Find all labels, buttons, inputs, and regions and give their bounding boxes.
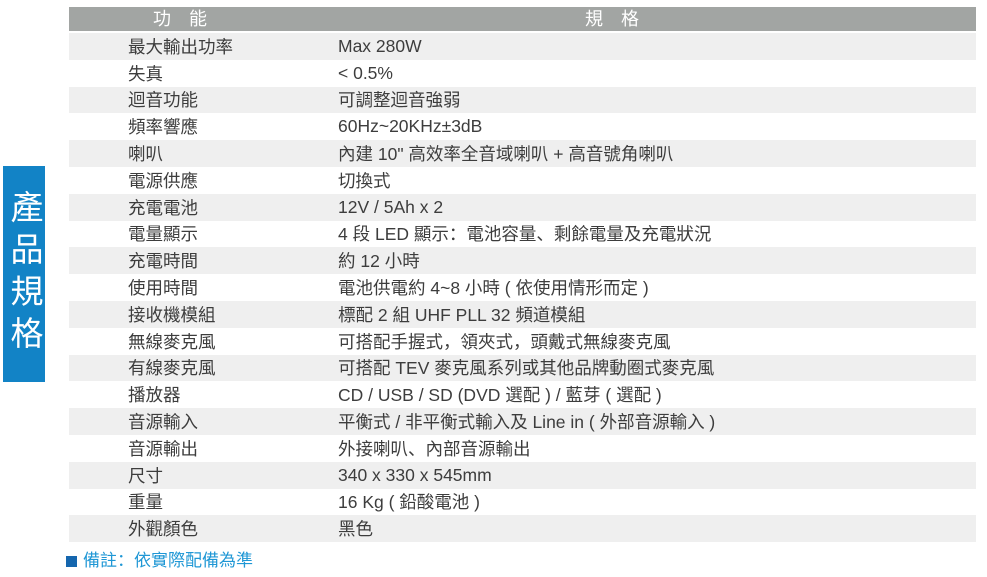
spec-label: 有線麥克風 [128, 358, 216, 379]
spec-label: 電源供應 [128, 170, 198, 191]
spec-value: 16 Kg ( 鉛酸電池 ) [338, 492, 480, 513]
spec-value: 可搭配 TEV 麥克風系列或其他品牌動圈式麥克風 [338, 358, 715, 379]
spec-label: 無線麥克風 [128, 331, 216, 352]
table-header-row: 功 能 規 格 [69, 7, 976, 31]
square-bullet-icon [66, 555, 77, 567]
column-header-spec: 規 格 [585, 9, 639, 29]
table-rows: 最大輸出功率 Max 280W 失真 < 0.5% 迴音功能 可調整迴音強弱 頻… [69, 33, 976, 543]
column-header-function: 功 能 [153, 9, 207, 29]
table-row: 喇叭 內建 10" 高效率全音域喇叭 + 高音號角喇叭 [69, 140, 976, 167]
spec-value: 外接喇叭、內部音源輸出 [338, 438, 531, 459]
product-spec-vertical-tab: 產品規格 [3, 166, 45, 382]
table-row: 迴音功能 可調整迴音強弱 [69, 86, 976, 114]
spec-value: 內建 10" 高效率全音域喇叭 + 高音號角喇叭 [338, 144, 674, 165]
spec-label: 尺寸 [128, 465, 163, 486]
spec-label: 最大輸出功率 [128, 36, 233, 57]
spec-label: 接收機模組 [128, 304, 216, 325]
spec-label: 電量顯示 [128, 224, 198, 245]
spec-value: 平衡式 / 非平衡式輸入及 Line in ( 外部音源輸入 ) [338, 412, 716, 433]
table-row: 音源輸出 外接喇叭、內部音源輸出 [69, 435, 976, 462]
table-row: 播放器 CD / USB / SD (DVD 選配 ) / 藍芽 ( 選配 ) [69, 381, 976, 408]
footnote-text: 備註：依實際配備為準 [83, 551, 253, 570]
spec-value: 可搭配手握式，領夾式，頭戴式無線麥克風 [338, 331, 671, 352]
table-row: 頻率響應 60Hz~20KHz±3dB [69, 113, 976, 140]
table-row: 電量顯示 4 段 LED 顯示：電池容量、剩餘電量及充電狀況 [69, 221, 976, 248]
spec-label: 重量 [128, 492, 163, 513]
spec-label: 喇叭 [128, 144, 163, 165]
table-row: 外觀顏色 黑色 [69, 515, 976, 543]
table-row: 音源輸入 平衡式 / 非平衡式輸入及 Line in ( 外部音源輸入 ) [69, 408, 976, 435]
spec-label: 失真 [128, 63, 163, 84]
spec-label: 音源輸入 [128, 412, 198, 433]
table-row: 充電電池 12V / 5Ah x 2 [69, 193, 976, 221]
spec-label: 充電時間 [128, 251, 198, 272]
spec-label: 外觀顏色 [128, 519, 198, 540]
table-row: 使用時間 電池供電約 4~8 小時 ( 依使用情形而定 ) [69, 274, 976, 301]
table-row: 接收機模組 標配 2 組 UHF PLL 32 頻道模組 [69, 300, 976, 328]
table-row: 有線麥克風 可搭配 TEV 麥克風系列或其他品牌動圈式麥克風 [69, 354, 976, 382]
spec-value: 標配 2 組 UHF PLL 32 頻道模組 [338, 304, 586, 325]
table-row: 尺寸 340 x 330 x 545mm [69, 461, 976, 489]
table-row: 最大輸出功率 Max 280W [69, 33, 976, 60]
spec-value: 黑色 [338, 519, 373, 540]
table-row: 充電時間 約 12 小時 [69, 247, 976, 275]
spec-value: 60Hz~20KHz±3dB [338, 116, 483, 137]
spec-value: 切換式 [338, 170, 391, 191]
spec-value: 4 段 LED 顯示：電池容量、剩餘電量及充電狀況 [338, 224, 712, 245]
table-row: 失真 < 0.5% [69, 60, 976, 87]
table-row: 重量 16 Kg ( 鉛酸電池 ) [69, 489, 976, 516]
spec-value: 電池供電約 4~8 小時 ( 依使用情形而定 ) [338, 278, 649, 299]
table-row: 電源供應 切換式 [69, 167, 976, 194]
spec-value: Max 280W [338, 35, 422, 56]
spec-value: 340 x 330 x 545mm [338, 464, 492, 485]
spec-label: 播放器 [128, 385, 181, 406]
footnote: 備註：依實際配備為準 [66, 550, 253, 572]
spec-label: 音源輸出 [128, 438, 198, 459]
table-row: 無線麥克風 可搭配手握式，領夾式，頭戴式無線麥克風 [69, 328, 976, 355]
spec-value: 12V / 5Ah x 2 [338, 196, 444, 217]
spec-table: 功 能 規 格 最大輸出功率 Max 280W 失真 < 0.5% 迴音功能 可… [69, 7, 976, 543]
spec-value: 約 12 小時 [338, 251, 420, 272]
spec-value: CD / USB / SD (DVD 選配 ) / 藍芽 ( 選配 ) [338, 385, 662, 406]
spec-value: 可調整迴音強弱 [338, 90, 461, 111]
spec-label: 充電電池 [128, 197, 198, 218]
spec-label: 迴音功能 [128, 90, 198, 111]
spec-label: 使用時間 [128, 278, 198, 299]
spec-value: < 0.5% [338, 62, 393, 83]
spec-label: 頻率響應 [128, 117, 198, 138]
